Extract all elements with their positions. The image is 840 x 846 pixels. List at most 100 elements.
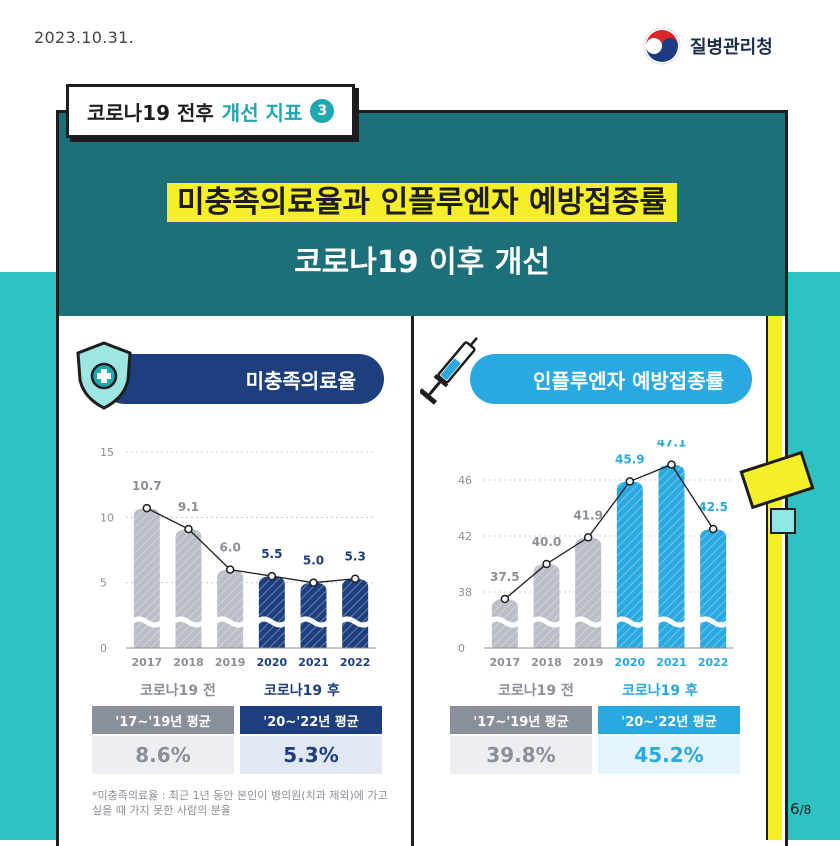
- right-avg-after-label: '20~'22년 평균: [598, 706, 740, 734]
- y-tick-label: 46: [458, 474, 472, 487]
- bar-2017: [133, 508, 160, 648]
- trend-point: [667, 460, 676, 469]
- left-avg-after-label: '20~'22년 평균: [240, 706, 382, 734]
- bar-break-wave: [529, 616, 564, 628]
- data-label: 41.9: [573, 508, 603, 522]
- bar-2020: [258, 576, 285, 648]
- x-tick-label: 2018: [173, 656, 204, 669]
- headline-panel: 미충족의료율과 인플루엔자 예방접종률 코로나19 이후 개선: [56, 110, 788, 322]
- bar-break-wave: [696, 616, 730, 628]
- x-tick-label: 2021: [298, 656, 329, 669]
- right-avg-before-label: '17~'19년 평균: [450, 706, 592, 734]
- page-indicator: 6/8: [790, 800, 811, 818]
- data-label: 5.5: [261, 547, 282, 561]
- bar-break-wave: [213, 616, 247, 628]
- bar-break-wave: [654, 616, 689, 628]
- right-avg-after-value: 45.2%: [598, 736, 740, 774]
- trend-point: [309, 578, 318, 587]
- trend-point: [583, 533, 593, 542]
- date: 2023.10.31.: [34, 28, 134, 47]
- trend-line: [146, 507, 356, 584]
- deco-mint-square: [770, 508, 796, 534]
- shield-medical-icon: [76, 341, 132, 410]
- panel-divider: [411, 316, 414, 846]
- y-tick-label: 0: [100, 642, 107, 655]
- y-tick-label: 42: [458, 530, 472, 543]
- bar-break-wave: [613, 616, 647, 628]
- headline-line1: 미충족의료율과 인플루엔자 예방접종률: [59, 177, 785, 222]
- bar-2018: [533, 564, 560, 648]
- left-era-after: 코로나19 후: [264, 683, 340, 699]
- tag-part2: 개선 지표: [221, 100, 303, 125]
- trend-point: [500, 594, 510, 604]
- section-tag: 코로나19 전후 개선 지표 3: [66, 84, 356, 138]
- page-current: 6: [790, 800, 800, 818]
- data-label: 5.3: [345, 550, 366, 564]
- org-name: 질병관리청: [690, 37, 773, 58]
- bar-2018: [175, 529, 202, 648]
- bar-2020: [616, 481, 643, 648]
- x-tick-label: 2021: [656, 656, 687, 669]
- x-tick-label: 2019: [215, 656, 246, 669]
- taegeuk-logo-icon: [643, 27, 681, 65]
- x-tick-label: 2020: [615, 656, 646, 669]
- bar-break-wave: [338, 616, 372, 628]
- y-tick-label: 10: [100, 511, 114, 524]
- data-label: 47.1: [657, 440, 687, 450]
- trend-point: [267, 571, 277, 581]
- y-tick-label: 38: [458, 586, 472, 599]
- trend-point: [142, 503, 152, 513]
- data-label: 5.0: [303, 554, 324, 568]
- bar-break-wave: [296, 616, 331, 628]
- data-label: 9.1: [178, 500, 199, 514]
- x-tick-label: 2017: [490, 656, 521, 669]
- bar-break-wave: [488, 616, 522, 628]
- trend-line: [504, 463, 714, 600]
- page-total: /8: [799, 803, 812, 817]
- right-era-before: 코로나19 전: [498, 683, 574, 699]
- trend-point: [184, 524, 193, 534]
- tag-part1: 코로나19 전후: [87, 100, 214, 125]
- trend-point: [625, 477, 635, 486]
- bar-break-wave: [571, 616, 605, 628]
- footnote: *미충족의료율 : 최근 1년 동안 본인이 병의원(치과 제외)에 가고 싶을…: [92, 789, 388, 817]
- tag-number: 3: [310, 99, 335, 123]
- x-tick-label: 2022: [340, 656, 371, 669]
- data-label: 37.5: [490, 570, 520, 584]
- headline-line2: 코로나19 이후 개선: [294, 245, 550, 280]
- left-avg-before-label: '17~'19년 평균: [92, 706, 234, 734]
- bar-2021: [658, 464, 685, 648]
- yellow-page-tab: [766, 316, 782, 840]
- data-label: 6.0: [220, 541, 241, 555]
- data-label: 40.0: [532, 535, 562, 549]
- y-tick-label: 15: [100, 446, 114, 459]
- bar-2022: [342, 578, 369, 648]
- data-label: 42.5: [698, 500, 728, 514]
- right-era-after: 코로나19 후: [622, 683, 698, 699]
- x-tick-label: 2018: [531, 656, 562, 669]
- y-tick-label: 0: [458, 642, 465, 655]
- x-tick-label: 2022: [698, 656, 729, 669]
- bar-break-wave: [255, 616, 289, 628]
- right-title-pill: 인플루엔자 예방접종률: [470, 354, 752, 404]
- x-tick-label: 2019: [573, 656, 604, 669]
- left-avg-before-value: 8.6%: [92, 736, 234, 774]
- left-bar-chart: 0 5 10 15 2017 10.7 2018 9.1 2019 6.0 2020 5.5 2021 5…: [100, 446, 376, 669]
- trend-point: [225, 565, 235, 574]
- data-label: 45.9: [615, 452, 645, 466]
- bar-2019: [575, 537, 602, 648]
- trend-point: [708, 524, 718, 534]
- y-tick-label: 5: [100, 577, 107, 590]
- trend-point: [542, 559, 551, 569]
- left-era-before: 코로나19 전: [140, 683, 216, 699]
- trend-point: [350, 574, 360, 583]
- x-tick-label: 2020: [257, 656, 288, 669]
- bar-break-wave: [130, 616, 164, 628]
- bar-2022: [700, 529, 727, 648]
- bar-2019: [217, 569, 244, 648]
- left-title-pill: 미충족의료율: [100, 354, 384, 404]
- left-avg-after-value: 5.3%: [240, 736, 382, 774]
- org-logo: 질병관리청: [642, 26, 773, 66]
- right-bar-chart: 0 38 42 46 2017 37.5 2018 40.0 2019 41.9 2020 45.9 2…: [458, 440, 734, 669]
- bar-2021: [300, 582, 327, 648]
